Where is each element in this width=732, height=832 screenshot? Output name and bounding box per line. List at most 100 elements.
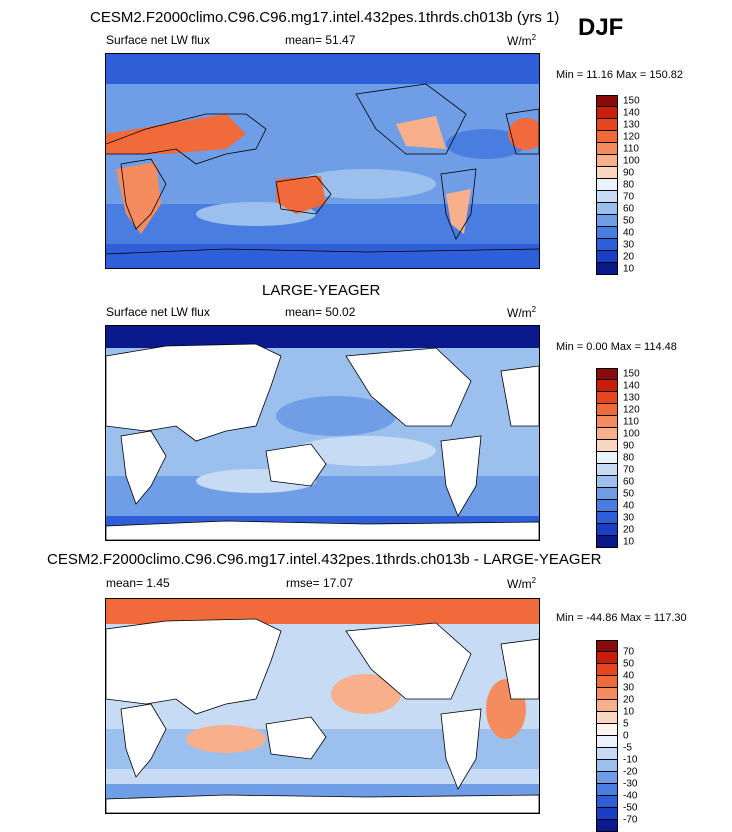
colorbar-swatch bbox=[596, 488, 618, 500]
colorbar-swatch bbox=[596, 652, 618, 664]
colorbar-tick-label: 110 bbox=[623, 416, 639, 428]
colorbar-swatch bbox=[596, 700, 618, 712]
colorbar-swatch bbox=[596, 640, 618, 652]
panel-2-colorbar bbox=[596, 368, 618, 548]
colorbar-swatch bbox=[596, 440, 618, 452]
colorbar-tick-label: 20 bbox=[623, 251, 635, 263]
panel-2-minmax: Min = 0.00 Max = 114.48 bbox=[556, 341, 677, 353]
colorbar-swatch bbox=[596, 167, 618, 179]
colorbar-tick-label: 10 bbox=[623, 536, 635, 548]
panel-1-title: CESM2.F2000climo.C96.C96.mg17.intel.432p… bbox=[90, 9, 560, 26]
colorbar-swatch bbox=[596, 760, 618, 772]
colorbar-swatch bbox=[596, 416, 618, 428]
colorbar-tick-label: 70 bbox=[623, 464, 635, 476]
colorbar-tick-label: 110 bbox=[623, 143, 639, 155]
colorbar-tick-label: 60 bbox=[623, 476, 635, 488]
panel-2-field-label: Surface net LW flux bbox=[106, 305, 210, 319]
colorbar-tick-label: 100 bbox=[623, 428, 640, 440]
panel-1-unit: W/m2 bbox=[507, 33, 537, 48]
colorbar-swatch bbox=[596, 107, 618, 119]
colorbar-swatch bbox=[596, 392, 618, 404]
panel-3-title: CESM2.F2000climo.C96.C96.mg17.intel.432p… bbox=[47, 551, 602, 568]
colorbar-tick-label: 20 bbox=[623, 694, 635, 706]
colorbar-swatch bbox=[596, 428, 618, 440]
colorbar-swatch bbox=[596, 724, 618, 736]
colorbar-tick-label: -50 bbox=[623, 802, 638, 814]
panel-1-map bbox=[105, 53, 540, 269]
colorbar-tick-label: 120 bbox=[623, 131, 640, 143]
colorbar-tick-label: 90 bbox=[623, 440, 635, 452]
colorbar-tick-label: 80 bbox=[623, 179, 635, 191]
colorbar-swatch bbox=[596, 404, 618, 416]
colorbar-tick-label: -10 bbox=[623, 754, 638, 766]
colorbar-swatch bbox=[596, 808, 618, 820]
colorbar-tick-label: 150 bbox=[623, 95, 640, 107]
colorbar-swatch bbox=[596, 820, 618, 832]
colorbar-tick-label: 130 bbox=[623, 119, 640, 131]
panel-3-rmse-label: rmse= 17.07 bbox=[286, 576, 354, 590]
colorbar-tick-label: -40 bbox=[623, 790, 638, 802]
colorbar-swatch bbox=[596, 464, 618, 476]
colorbar-swatch bbox=[596, 524, 618, 536]
colorbar-tick-label: 40 bbox=[623, 227, 635, 239]
colorbar-tick-label: 30 bbox=[623, 682, 635, 694]
colorbar-tick-label: 80 bbox=[623, 452, 635, 464]
colorbar-swatch bbox=[596, 227, 618, 239]
colorbar-swatch bbox=[596, 203, 618, 215]
colorbar-swatch bbox=[596, 688, 618, 700]
colorbar-swatch bbox=[596, 155, 618, 167]
panel-3-mean-label: mean= 1.45 bbox=[106, 576, 170, 590]
colorbar-swatch bbox=[596, 536, 618, 548]
colorbar-tick-label: 70 bbox=[623, 191, 635, 203]
colorbar-swatch bbox=[596, 784, 618, 796]
colorbar-swatch bbox=[596, 796, 618, 808]
colorbar-swatch bbox=[596, 239, 618, 251]
colorbar-tick-label: 50 bbox=[623, 658, 635, 670]
panel-1-field-label: Surface net LW flux bbox=[106, 33, 210, 47]
colorbar-swatch bbox=[596, 500, 618, 512]
colorbar-tick-label: 10 bbox=[623, 706, 635, 718]
colorbar-tick-label: 150 bbox=[623, 368, 640, 380]
colorbar-tick-label: 20 bbox=[623, 524, 635, 536]
colorbar-tick-label: 40 bbox=[623, 670, 635, 682]
colorbar-tick-label: 50 bbox=[623, 488, 635, 500]
panel-3-minmax: Min = -44.86 Max = 117.30 bbox=[556, 612, 687, 624]
panel-2-title: LARGE-YEAGER bbox=[262, 282, 381, 299]
colorbar-swatch bbox=[596, 736, 618, 748]
colorbar-tick-label: 0 bbox=[623, 730, 629, 742]
colorbar-swatch bbox=[596, 512, 618, 524]
colorbar-swatch bbox=[596, 748, 618, 760]
panel-2-unit: W/m2 bbox=[507, 305, 537, 320]
colorbar-swatch bbox=[596, 676, 618, 688]
panel-1-mean-label: mean= 51.47 bbox=[285, 33, 356, 47]
colorbar-swatch bbox=[596, 772, 618, 784]
colorbar-tick-label: -20 bbox=[623, 766, 638, 778]
colorbar-tick-label: 90 bbox=[623, 167, 635, 179]
colorbar-tick-label: 40 bbox=[623, 500, 635, 512]
panel-3-unit: W/m2 bbox=[507, 576, 537, 591]
panel-2-mean-label: mean= 50.02 bbox=[285, 305, 356, 319]
colorbar-tick-label: 70 bbox=[623, 646, 635, 658]
colorbar-tick-label: 140 bbox=[623, 380, 640, 392]
colorbar-swatch bbox=[596, 251, 618, 263]
colorbar-swatch bbox=[596, 131, 618, 143]
panel-3-map bbox=[105, 598, 540, 814]
colorbar-tick-label: 30 bbox=[623, 512, 635, 524]
colorbar-swatch bbox=[596, 664, 618, 676]
panel-3-colorbar bbox=[596, 640, 618, 832]
colorbar-swatch bbox=[596, 119, 618, 131]
panel-2-map bbox=[105, 325, 540, 541]
colorbar-tick-label: -30 bbox=[623, 778, 638, 790]
colorbar-swatch bbox=[596, 191, 618, 203]
colorbar-tick-label: 30 bbox=[623, 239, 635, 251]
colorbar-swatch bbox=[596, 179, 618, 191]
panel-1-colorbar bbox=[596, 95, 618, 275]
colorbar-tick-label: 5 bbox=[623, 718, 629, 730]
colorbar-swatch bbox=[596, 95, 618, 107]
colorbar-tick-label: 50 bbox=[623, 215, 635, 227]
colorbar-tick-label: 100 bbox=[623, 155, 640, 167]
colorbar-tick-label: 120 bbox=[623, 404, 640, 416]
season-label: DJF bbox=[578, 14, 624, 41]
colorbar-swatch bbox=[596, 215, 618, 227]
colorbar-tick-label: 10 bbox=[623, 263, 635, 275]
